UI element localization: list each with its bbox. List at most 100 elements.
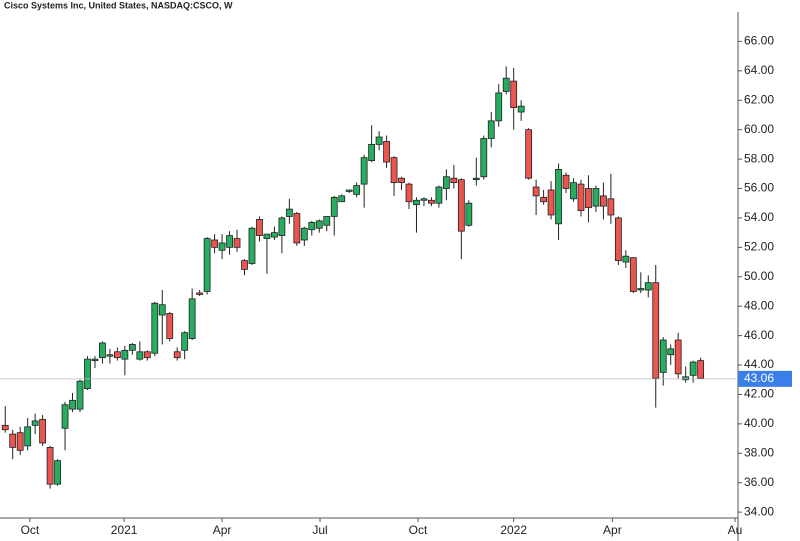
candle-body [652, 282, 660, 379]
candle-body [614, 217, 622, 261]
candle-body [495, 92, 503, 122]
candle-body [91, 358, 99, 362]
candle-body [308, 221, 316, 231]
candle-body [472, 177, 480, 181]
candle-body [173, 351, 181, 359]
candle-body [54, 460, 61, 485]
y-tick-label: 50.00 [744, 269, 774, 283]
x-tick-label: Jul [312, 523, 327, 537]
candle-body [607, 198, 615, 216]
candle-body [211, 239, 218, 248]
candle-body [428, 199, 435, 204]
y-tick-label: 62.00 [744, 92, 774, 106]
x-tick-label: Au [728, 523, 743, 537]
candle-body [629, 257, 637, 292]
candle-body [121, 349, 129, 360]
candle-body [682, 376, 690, 381]
candle-body [46, 446, 54, 485]
candle-body [128, 344, 136, 351]
candle-body [226, 235, 233, 248]
candle-body [525, 129, 533, 179]
y-tick-label: 40.00 [744, 416, 774, 430]
candle-body [218, 242, 226, 251]
candle-body [9, 433, 17, 448]
x-tick-label: Oct [21, 523, 40, 537]
candle-body [345, 189, 353, 192]
candle-body [285, 208, 293, 217]
candle-body [31, 420, 39, 426]
candle-body [405, 183, 413, 203]
y-tick-label: 56.00 [744, 181, 774, 195]
candle-body [457, 179, 465, 232]
candle-body [151, 302, 159, 354]
y-tick-label: 52.00 [744, 240, 774, 254]
candle-body [330, 196, 338, 217]
candle-body [510, 80, 518, 109]
candle-body [450, 177, 458, 184]
candle-body [271, 232, 278, 238]
candle-body [233, 238, 241, 248]
candle-body [398, 177, 405, 184]
candle-body [592, 188, 600, 207]
candle-body [570, 182, 577, 200]
candle-body [622, 255, 630, 263]
candle-body [555, 168, 562, 225]
candle-body [353, 185, 361, 195]
y-tick-label: 38.00 [744, 445, 774, 459]
candle-body [106, 354, 114, 357]
y-tick-label: 42.00 [744, 387, 774, 401]
candle-body [577, 183, 585, 211]
candle-body [69, 399, 76, 410]
y-tick-label: 44.00 [744, 357, 774, 371]
candle-body [637, 288, 645, 291]
candle-body [181, 332, 189, 351]
y-tick-label: 66.00 [744, 34, 774, 48]
candle-body [667, 348, 675, 356]
candle-body [263, 233, 271, 239]
y-tick-label: 46.00 [744, 328, 774, 342]
candle-body [487, 120, 495, 139]
candle-body [39, 419, 47, 444]
y-tick-label: 58.00 [744, 151, 774, 165]
last-price-box [738, 370, 792, 387]
candle-body [1, 424, 9, 431]
candle-body [158, 304, 166, 316]
candle-body [16, 432, 24, 451]
candle-body [360, 157, 368, 185]
candle-body [293, 213, 301, 244]
y-tick-label: 64.00 [744, 63, 774, 77]
candle-body [76, 380, 84, 410]
candle-body [644, 282, 652, 291]
candle-body [659, 339, 667, 373]
candle-body [480, 138, 488, 178]
candle-body [61, 404, 69, 429]
candle-body [338, 195, 346, 203]
candle-body [442, 176, 450, 189]
candle-body [600, 195, 607, 207]
candle-body [256, 219, 263, 236]
candle-body [390, 157, 398, 184]
candle-body [413, 199, 420, 206]
y-tick-label: 60.00 [744, 122, 774, 136]
candle-body [547, 189, 555, 216]
candle-body [465, 202, 473, 226]
y-tick-label: 54.00 [744, 210, 774, 224]
candle-body [674, 339, 682, 375]
candle-body [562, 174, 570, 189]
candle-body [532, 186, 540, 197]
candle-body [502, 77, 510, 92]
candle-body [420, 198, 428, 201]
candle-body [585, 188, 592, 209]
candle-body [517, 105, 525, 113]
candle-body [300, 227, 308, 241]
x-tick-label: Apr [213, 523, 232, 537]
candle-body [196, 292, 204, 295]
candle-body [323, 216, 331, 226]
candle-body [368, 143, 376, 161]
x-tick-label: 2022 [500, 523, 527, 537]
chart-title: Cisco Systems Inc, United States, NASDAQ… [4, 0, 233, 10]
candle-body [136, 351, 144, 360]
candle-body [375, 136, 383, 145]
